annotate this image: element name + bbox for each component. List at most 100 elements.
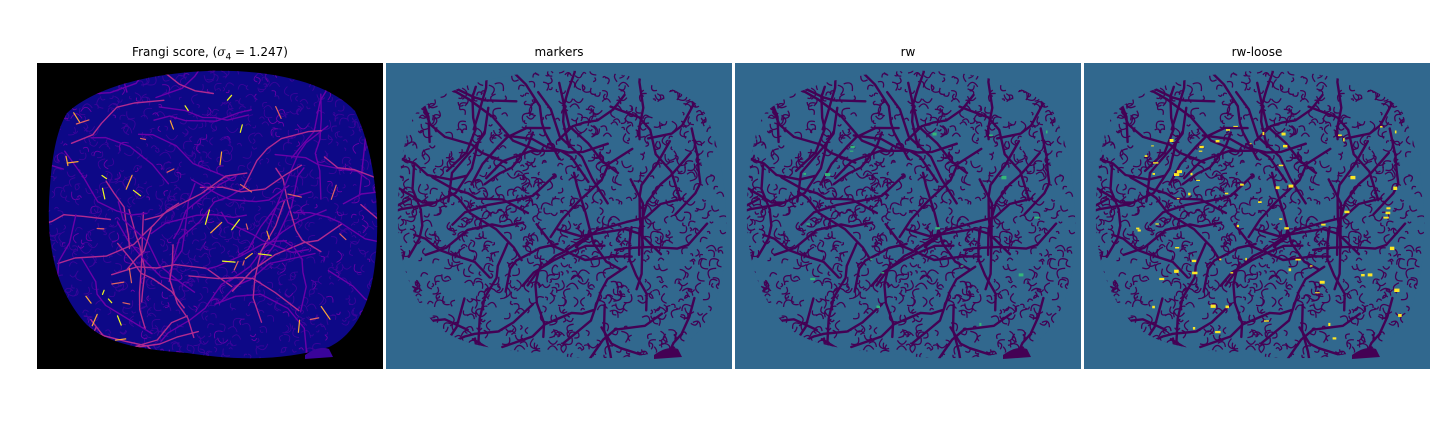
fine-vessel [1168,239,1174,248]
fine-vessel [559,209,571,217]
fine-vessel [278,109,286,114]
major-vessel [573,312,664,359]
fine-vessel [1010,135,1016,146]
fine-vessel [559,225,567,238]
tissue-region [746,70,1076,359]
high-score-streak [128,267,133,284]
fine-vessel [823,231,833,240]
fine-vessel [666,229,671,237]
fine-vessel [637,180,643,183]
fine-vessel [573,230,583,241]
fine-vessel [468,241,475,253]
fine-vessel [1031,222,1035,227]
fine-vessel [1003,306,1017,314]
fine-vessel [352,142,360,154]
fine-vessel [326,314,336,325]
fine-vessel [96,151,104,159]
fine-vessel [120,169,125,172]
fine-vessel [838,133,844,144]
fine-vessel [523,120,527,125]
fine-vessel [1132,240,1145,249]
fine-vessel [769,272,778,277]
fine-vessel [801,232,806,236]
fine-vessel [480,319,486,323]
major-vessel [476,242,509,352]
fine-vessel [967,85,975,91]
fine-vessel [412,224,416,231]
fine-vessel [327,216,337,222]
fine-vessel [265,157,270,164]
fine-vessel [716,191,725,197]
fine-vessel [952,354,956,359]
fine-vessel [466,158,472,166]
fine-vessel [971,226,980,233]
fine-vessel [997,290,1002,300]
fine-vessel [285,324,290,333]
fine-vessel [432,315,439,323]
fine-vessel [665,139,669,145]
fine-vessel [72,245,78,252]
fine-vessel [525,199,534,206]
fine-vessel [1368,303,1374,308]
fine-vessel [1012,215,1018,224]
fine-vessel [448,313,455,327]
fine-vessel [599,146,605,151]
fine-vessel [526,115,536,120]
fine-vessel [681,247,688,255]
fine-vessel [974,196,982,202]
fine-vessel [351,235,357,239]
fine-vessel [167,239,172,244]
fine-vessel [1172,179,1178,184]
fine-vessel [871,162,879,172]
fine-vessel [868,164,874,168]
fine-vessel [78,107,86,116]
high-score-streak [91,313,98,327]
fine-vessel [777,102,785,109]
fine-vessel [474,179,480,184]
fine-vessel [261,76,267,81]
fine-vessel [71,191,81,201]
fine-vessel [596,189,606,196]
fine-vessel [584,185,591,191]
fine-vessel [1222,326,1227,335]
fine-vessel [1235,171,1238,176]
major-vessel [958,105,1031,202]
fine-vessel [1338,165,1346,175]
fine-vessel [313,196,319,200]
fine-vessel [684,144,696,152]
fine-vessel [474,231,484,240]
fine-vessel [938,70,946,76]
fine-vessel [1231,177,1242,183]
fine-vessel [119,329,127,334]
fine-vessel [1201,312,1209,320]
fine-vessel [420,272,429,277]
major-vessel [1023,127,1051,216]
fine-vessel [351,117,357,121]
fine-vessel [150,329,154,333]
fine-vessel [632,192,638,200]
major-vessel [323,156,378,214]
fine-vessel [833,245,838,249]
fine-vessel [284,295,295,305]
fine-vessel [146,185,153,196]
fine-vessel [575,342,583,347]
fine-vessel [1407,221,1412,224]
major-vessel [987,140,1021,248]
fine-vessel [107,333,111,337]
fine-vessel [924,226,930,230]
fine-vessel [140,306,146,313]
fine-vessel [1367,205,1373,214]
fine-vessel [689,169,698,182]
fine-vessel [654,240,664,245]
fine-vessel [882,342,890,350]
fine-vessel [1103,203,1113,214]
fine-vessel [278,273,287,285]
fine-vessel [534,254,538,259]
fine-vessel [885,211,891,222]
fine-vessel [421,219,433,227]
fine-vessel [756,141,767,149]
fine-vessel [566,270,569,274]
fine-vessel [197,274,207,283]
fine-vessel [1368,146,1371,151]
fine-vessel [926,278,939,285]
